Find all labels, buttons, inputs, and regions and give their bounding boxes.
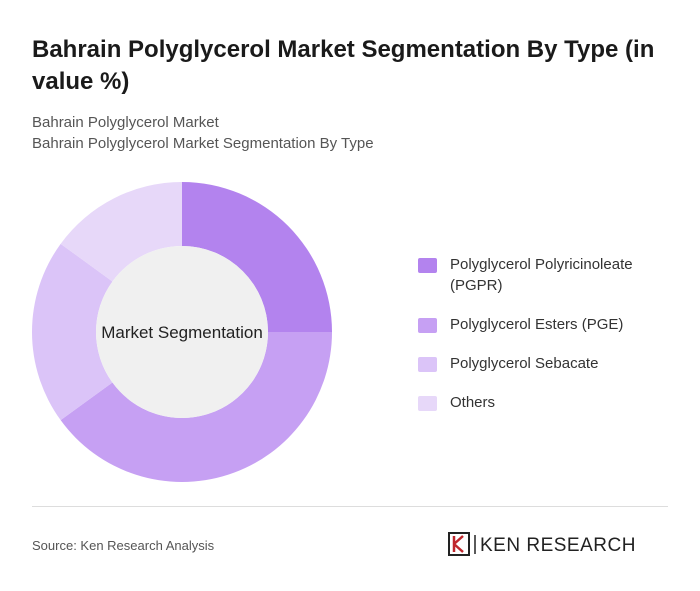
center-label: Market Segmentation: [101, 323, 263, 342]
subtitle: Bahrain Polyglycerol Market: [32, 114, 219, 131]
legend-swatch: [418, 318, 437, 333]
chart-title: Bahrain Polyglycerol Market Segmentation…: [32, 36, 655, 95]
legend-label: Polyglycerol Polyricinoleate (PGPR): [450, 256, 633, 294]
legend-item: Others: [418, 392, 658, 413]
donut-segment: [60, 332, 332, 482]
donut-segment: [60, 182, 183, 282]
legend-item: Polyglycerol Sebacate: [418, 353, 658, 374]
divider: [32, 506, 668, 507]
logo-text: KEN RESEARCH: [480, 535, 636, 556]
logo-icon: [448, 532, 470, 556]
legend-item: Polyglycerol Esters (PGE): [418, 314, 658, 335]
legend-label: Others: [450, 394, 496, 411]
legend-label: Polyglycerol Esters (PGE): [450, 316, 624, 333]
source: Source: Ken Research Analysis: [32, 538, 215, 553]
legend-swatch: [418, 258, 437, 273]
legend-item: Polyglycerol Polyricinoleate (PGPR): [418, 254, 658, 296]
donut-segment: [31, 243, 113, 421]
donut-center: [96, 246, 268, 418]
logo: KEN RESEARCH: [448, 532, 636, 556]
donut-chart: Market Segmentation: [31, 182, 332, 482]
legend-label: Polyglycerol Sebacate: [450, 355, 599, 372]
legend-swatch: [418, 396, 437, 411]
legend: Polyglycerol Polyricinoleate (PGPR) Polyg…: [418, 254, 658, 431]
subtitle: Bahrain Polyglycerol Market Segmentation…: [32, 135, 374, 152]
logo-icon: [452, 535, 464, 553]
donut-segment: [182, 182, 332, 332]
legend-swatch: [418, 357, 437, 372]
